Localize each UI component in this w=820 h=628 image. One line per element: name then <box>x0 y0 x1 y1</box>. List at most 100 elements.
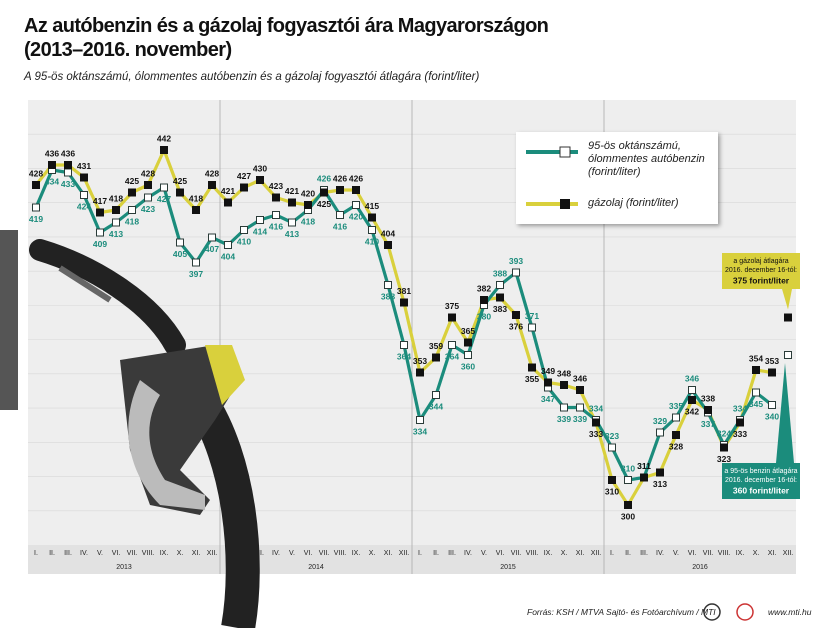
data-point <box>96 228 104 237</box>
data-label: 410 <box>237 236 251 246</box>
data-point <box>144 193 152 202</box>
x-tick-label: XII. <box>591 550 602 557</box>
data-label: 338 <box>701 393 715 403</box>
x-tick-label: I. <box>34 550 38 557</box>
year-label: 2013 <box>116 564 132 571</box>
x-tick-label: XII. <box>783 550 794 557</box>
data-point <box>336 186 344 194</box>
nozzle-spout <box>58 265 112 303</box>
data-label: 427 <box>157 194 171 204</box>
data-point <box>576 386 584 394</box>
data-label: 426 <box>349 173 363 183</box>
legend-marker <box>559 146 571 158</box>
x-tick-label: II. <box>433 550 439 557</box>
data-label: 421 <box>221 186 235 196</box>
data-point <box>560 403 568 412</box>
data-point <box>384 281 392 289</box>
data-point <box>256 216 264 224</box>
data-point <box>768 401 776 409</box>
data-point <box>240 183 248 192</box>
data-label: 417 <box>93 196 107 206</box>
data-point <box>512 311 520 319</box>
annotation-box <box>722 253 800 289</box>
data-point <box>192 206 200 214</box>
x-tick-label: I. <box>610 550 614 557</box>
data-label: 364 <box>445 351 459 361</box>
data-label: 324 <box>717 428 731 438</box>
data-label: 333 <box>589 429 603 439</box>
data-label: 418 <box>301 216 315 226</box>
data-label: 431 <box>77 161 91 171</box>
data-point <box>768 368 776 377</box>
data-point <box>560 381 568 389</box>
data-label: 364 <box>397 351 411 361</box>
annotation-text: 2016. december 16-tól: <box>725 477 797 484</box>
data-label: 300 <box>621 511 635 521</box>
chart-title: Az autóbenzin és a gázolaj fogyasztói ár… <box>24 15 548 37</box>
data-label: 337 <box>701 419 715 429</box>
data-point <box>320 188 328 197</box>
annotation-pointer <box>782 289 792 310</box>
data-label: 423 <box>269 181 283 191</box>
data-label: 347 <box>541 394 555 404</box>
annotation-text: 2016. december 16-tól: <box>725 267 797 274</box>
data-point <box>160 146 168 154</box>
nozzle-handle <box>128 380 205 510</box>
data-point <box>80 173 88 182</box>
x-tick-label: VII. <box>511 550 522 557</box>
x-tick-label: IX. <box>352 550 361 557</box>
data-label: 345 <box>749 399 763 409</box>
data-label: 404 <box>381 228 395 238</box>
x-tick-label: II. <box>625 550 631 557</box>
data-point <box>96 208 104 217</box>
data-label: 382 <box>477 283 491 293</box>
source: Forrás: KSH / MTVA Sajtó- és Fotóarchívu… <box>527 607 716 617</box>
x-tick-label: IX. <box>160 550 169 557</box>
data-label: 334 <box>413 426 427 436</box>
data-point <box>400 341 408 349</box>
data-label: 433 <box>61 179 75 189</box>
data-point <box>256 176 264 184</box>
data-point <box>752 366 760 374</box>
data-label: 420 <box>301 188 315 198</box>
data-label: 383 <box>493 304 507 314</box>
data-label: 339 <box>557 414 571 424</box>
annotation-point <box>784 313 792 322</box>
hose-top <box>29 239 186 356</box>
x-tick-label: VIII. <box>334 550 347 557</box>
data-label: 335 <box>669 401 683 411</box>
data-point <box>224 198 232 207</box>
data-label: 348 <box>557 368 571 378</box>
annotation-text: a 95-ös benzin átlagára <box>724 468 797 475</box>
data-point <box>352 186 360 194</box>
data-label: 430 <box>253 163 267 173</box>
data-point <box>368 213 376 222</box>
data-label: 371 <box>525 311 539 321</box>
data-point <box>288 198 296 207</box>
data-label: 334 <box>733 403 747 413</box>
data-point <box>144 181 152 189</box>
data-label: 397 <box>189 269 203 279</box>
data-label: 344 <box>429 401 443 411</box>
data-label: 376 <box>509 321 523 331</box>
data-point <box>352 201 360 209</box>
x-tick-label: X. <box>177 550 184 557</box>
x-tick-label: I. <box>418 550 422 557</box>
chart-title: (2013–2016. november) <box>24 39 232 61</box>
data-label: 311 <box>637 461 651 471</box>
data-point <box>608 476 616 484</box>
x-tick-label: X. <box>753 550 760 557</box>
data-label: 313 <box>653 479 667 489</box>
data-point <box>512 268 520 277</box>
legend-label: gázolaj (forint/liter) <box>588 197 679 209</box>
x-tick-label: X. <box>369 550 376 557</box>
x-tick-label: VIII. <box>718 550 731 557</box>
data-point <box>336 211 344 219</box>
x-tick-label: VI. <box>496 550 505 557</box>
data-label: 310 <box>605 486 619 496</box>
data-point <box>736 418 744 427</box>
data-point <box>384 241 392 249</box>
data-point <box>112 218 120 227</box>
